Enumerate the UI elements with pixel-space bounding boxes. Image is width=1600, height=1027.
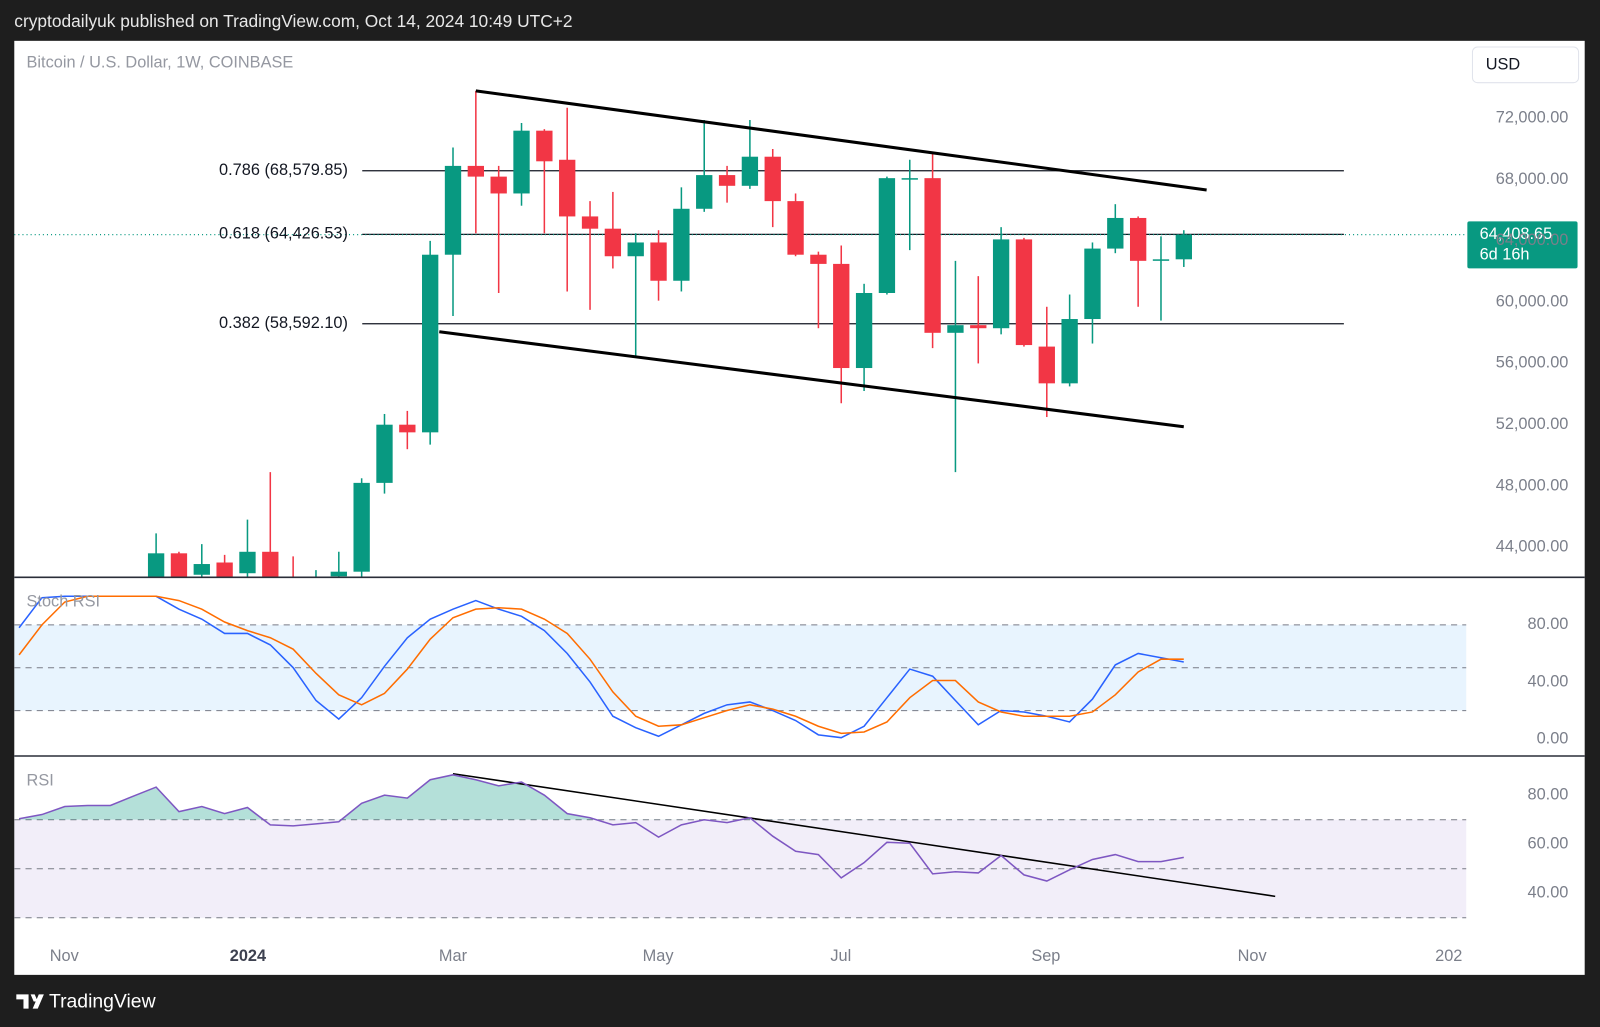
y-tick-label: 40.00 (1528, 672, 1569, 690)
candle-body (513, 130, 530, 194)
price-pane (14, 89, 1467, 577)
candle-body (239, 551, 256, 574)
candle-body (833, 263, 850, 369)
x-tick-label: Mar (439, 947, 468, 965)
tv-logo (16, 994, 44, 1009)
candle-body (216, 562, 233, 577)
candle-body (696, 175, 713, 209)
trendline (452, 772, 1276, 898)
band-fill (14, 624, 1467, 711)
candle-body (878, 178, 896, 293)
publish-header: cryptodailyuk published on TradingView.c… (14, 11, 572, 31)
candle-body (399, 424, 416, 433)
candle-body (947, 325, 964, 333)
candle-body (924, 178, 941, 333)
candle-body (1152, 259, 1170, 261)
overbought-shade (19, 774, 753, 820)
y-tick-label: 60,000.00 (1496, 292, 1569, 310)
candle-body (970, 325, 987, 329)
y-tick-label: 48,000.00 (1496, 476, 1569, 494)
stoch-pane (14, 595, 1467, 739)
footer-bar (0, 974, 1600, 1027)
y-tick-label: 52,000.00 (1496, 415, 1569, 433)
candle-body (650, 242, 667, 281)
last-price-label: 64,408.65 (1480, 225, 1553, 243)
indicator-line (18, 595, 1184, 739)
candle-body (1084, 248, 1101, 320)
candle-body (376, 424, 393, 483)
candle-body (1015, 239, 1033, 346)
candle-body (718, 175, 736, 186)
trendline (475, 89, 1207, 192)
candle-body (536, 130, 553, 162)
currency-button[interactable] (1471, 46, 1580, 84)
pane-title: Stoch RSI (27, 593, 100, 611)
candle-body (581, 216, 599, 229)
indicator-line (18, 595, 1184, 735)
y-tick-label: 72,000.00 (1496, 109, 1569, 127)
y-tick-label: 60.00 (1528, 835, 1569, 853)
x-tick-label: Nov (1238, 947, 1268, 965)
candle-body (764, 156, 781, 202)
candle-body (1061, 319, 1078, 384)
candle-body (467, 165, 485, 177)
pane-title: RSI (27, 771, 54, 789)
candle-body (1175, 234, 1192, 260)
band-fill (14, 819, 1467, 918)
candle-body (330, 571, 347, 577)
y-tick-label: 40.00 (1528, 884, 1569, 902)
candle-body (170, 553, 188, 577)
y-tick-label: 44,000.00 (1496, 538, 1569, 556)
candle-body (992, 239, 1010, 329)
candle-body (353, 482, 370, 572)
x-tick-label: Sep (1031, 947, 1060, 965)
fib-label: 0.786 (68,579.85) (219, 161, 348, 179)
candle-body (741, 156, 759, 186)
candle-body (193, 564, 210, 575)
fib-label: 0.618 (64,426.53) (219, 225, 348, 243)
candle-body (673, 208, 690, 281)
candle-body (444, 165, 462, 255)
candle-body (559, 159, 576, 217)
candle-body (901, 178, 918, 180)
candle-body (810, 254, 827, 264)
candle-body (1107, 217, 1124, 249)
symbol-title: Bitcoin / U.S. Dollar, 1W, COINBASE (27, 54, 294, 72)
indicator-line (18, 774, 1184, 882)
rsi-pane (14, 772, 1467, 919)
fib-label: 0.382 (58,592.10) (219, 314, 348, 332)
y-tick-label: 64,000.00 (1496, 231, 1569, 249)
x-tick-label: Nov (50, 947, 80, 965)
x-tick-label: 202 (1435, 947, 1462, 965)
trendline (439, 330, 1184, 429)
candle-body (1038, 346, 1055, 384)
y-tick-label: 56,000.00 (1496, 354, 1569, 372)
candle-body (1129, 217, 1147, 261)
candle-body (787, 201, 804, 255)
candle-body (627, 242, 644, 257)
currency-label[interactable]: USD (1486, 56, 1521, 74)
y-tick-label: 80.00 (1528, 615, 1569, 633)
overlay: Bitcoin / U.S. Dollar, 1W, COINBASE USD … (0, 46, 1600, 1027)
x-tick-label: May (643, 947, 675, 965)
candle-body (147, 553, 165, 577)
countdown-label: 6d 16h (1480, 245, 1530, 263)
y-tick-label: 0.00 (1537, 729, 1569, 747)
y-tick-label: 80.00 (1528, 786, 1569, 804)
candle-body (604, 228, 622, 257)
x-tick-label: Jul (830, 947, 851, 965)
candle-body (855, 292, 873, 369)
last-price-box (1467, 221, 1578, 269)
candle-body (422, 254, 439, 433)
x-tick-label: 2024 (230, 947, 266, 965)
y-tick-label: 68,000.00 (1496, 170, 1569, 188)
candle-body (262, 551, 279, 577)
candle-body (490, 176, 507, 194)
footer-brand: TradingView (49, 991, 157, 1013)
